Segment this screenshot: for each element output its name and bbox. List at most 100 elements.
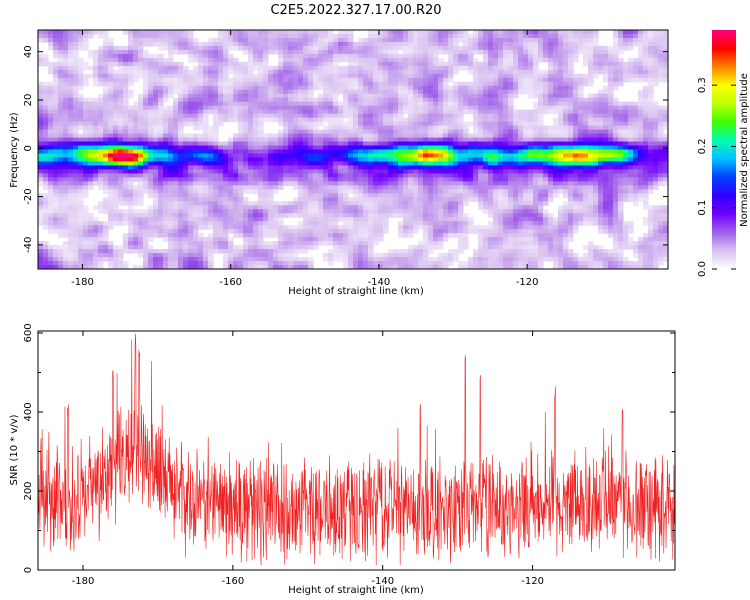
heatmap-cell — [453, 169, 459, 174]
heatmap-cell — [98, 177, 104, 182]
heatmap-cell — [153, 133, 159, 139]
heatmap-cell — [308, 81, 314, 87]
heatmap-cell — [463, 133, 469, 139]
heatmap-cell — [658, 149, 664, 155]
heatmap-cell — [588, 141, 594, 147]
heatmap-cell — [178, 129, 184, 135]
heatmap-cell — [93, 177, 99, 182]
heatmap-cell — [468, 109, 474, 115]
heatmap-cell — [168, 121, 174, 127]
heatmap-cell — [403, 65, 409, 71]
heatmap-cell — [518, 30, 524, 35]
heatmap-cell — [388, 81, 394, 87]
heatmap-cell — [603, 113, 609, 119]
heatmap-cell — [168, 85, 174, 91]
heatmap-cell — [388, 101, 394, 107]
heatmap-cell — [468, 65, 474, 71]
heatmap-cell — [373, 157, 379, 163]
heatmap-cell — [258, 145, 264, 151]
heatmap-cell — [278, 153, 284, 159]
heatmap-cell — [128, 121, 134, 127]
heatmap-cell — [543, 189, 549, 194]
heatmap-cell — [613, 85, 619, 91]
heatmap-cell — [173, 121, 179, 127]
heatmap-cell — [528, 157, 534, 163]
heatmap-cell — [628, 157, 634, 163]
heatmap-cell — [168, 197, 174, 202]
heatmap-cell — [523, 57, 529, 63]
heatmap-cell — [318, 169, 324, 174]
heatmap-cell — [563, 185, 569, 190]
heatmap-cell — [648, 165, 654, 171]
heatmap-cell — [188, 149, 194, 155]
heatmap-cell — [438, 65, 444, 71]
heatmap-cell — [308, 93, 314, 99]
heatmap-cell — [558, 73, 564, 79]
heatmap-cell — [563, 45, 569, 51]
heatmap-cell — [143, 37, 149, 43]
heatmap-cell — [103, 85, 109, 91]
heatmap-cell — [238, 101, 244, 107]
heatmap-cell — [543, 129, 549, 135]
heatmap-cell — [663, 157, 668, 163]
heatmap-cell — [348, 181, 354, 186]
heatmap-cell — [93, 125, 99, 131]
heatmap-cell — [248, 189, 254, 194]
heatmap-cell — [78, 141, 84, 147]
heatmap-cell — [138, 165, 144, 171]
heatmap-cell — [338, 165, 344, 171]
heatmap-cell — [533, 165, 539, 171]
heatmap-cell — [298, 121, 304, 127]
heatmap-cell — [658, 165, 664, 171]
heatmap-cell — [613, 161, 619, 167]
heatmap-cell — [303, 141, 309, 147]
heatmap-cell — [48, 101, 54, 107]
heatmap-cell — [588, 193, 594, 198]
heatmap-cell — [403, 173, 409, 178]
heatmap-cell — [163, 149, 169, 155]
heatmap-cell — [73, 137, 79, 143]
heatmap-cell — [508, 105, 514, 111]
heatmap-cell — [383, 93, 389, 99]
heatmap-cell — [98, 33, 104, 39]
heatmap-cell — [603, 73, 609, 79]
heatmap-cell — [178, 41, 184, 47]
heatmap-cell — [188, 165, 194, 171]
heatmap-cell — [548, 157, 554, 163]
heatmap-cell — [283, 145, 289, 151]
heatmap-cell — [373, 37, 379, 43]
heatmap-cell — [523, 77, 529, 83]
heatmap-cell — [283, 109, 289, 115]
heatmap-cell — [43, 181, 49, 186]
heatmap-cell — [278, 113, 284, 119]
heatmap-cell — [398, 141, 404, 147]
heatmap-cell — [253, 37, 259, 43]
heatmap-cell — [298, 105, 304, 111]
heatmap-cell — [133, 69, 139, 75]
heatmap-cell — [358, 145, 364, 151]
heatmap-cell — [408, 129, 414, 135]
heatmap-cell — [63, 33, 69, 39]
heatmap-cell — [313, 45, 319, 51]
heatmap-cell — [113, 89, 119, 95]
heatmap-cell — [493, 125, 499, 131]
heatmap-cell — [273, 153, 279, 159]
heatmap-cell — [468, 173, 474, 178]
heatmap-cell — [393, 129, 399, 135]
heatmap-cell — [88, 129, 94, 135]
heatmap-cell — [203, 53, 209, 59]
heatmap-cell — [538, 69, 544, 75]
heatmap-cell — [388, 153, 394, 159]
heatmap-cell — [263, 149, 269, 155]
heatmap-cell — [583, 97, 589, 103]
heatmap-cell — [213, 101, 219, 107]
heatmap-cell — [468, 37, 474, 43]
heatmap-cell — [363, 37, 369, 43]
heatmap-cell — [63, 149, 69, 155]
heatmap-cell — [73, 149, 79, 155]
heatmap-cell — [603, 69, 609, 75]
heatmap-cell — [653, 101, 659, 107]
heatmap-cell — [43, 85, 49, 91]
heatmap-cell — [363, 65, 369, 71]
heatmap-cell — [228, 157, 234, 163]
